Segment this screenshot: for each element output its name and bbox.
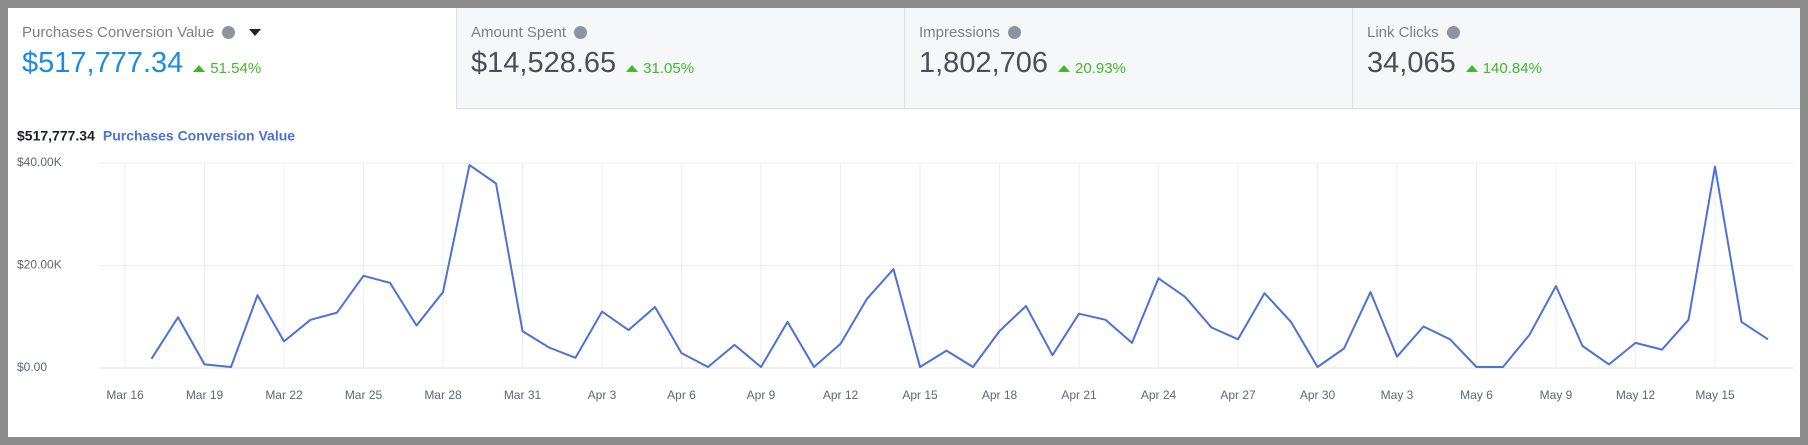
metric-change: 140.84% xyxy=(1465,60,1542,77)
metric-label: Link Clicks xyxy=(1367,24,1439,41)
x-tick-label: Mar 19 xyxy=(186,388,224,402)
insights-panel: $517,777.34 Purchases Conversion Value $… xyxy=(8,8,1800,437)
metric-tab[interactable]: Purchases Conversion Value $517,777.34 51.… xyxy=(8,8,456,109)
metric-label-row: Amount Spent xyxy=(471,24,904,41)
metric-label: Impressions xyxy=(919,24,1000,41)
x-tick-label: May 3 xyxy=(1381,388,1414,402)
metric-row: $517,777.34 51.54% xyxy=(22,47,456,80)
legend-entry: Purchases Conversion Value xyxy=(103,128,295,144)
up-arrow xyxy=(1465,65,1478,72)
metric-change-text: 20.93% xyxy=(1075,60,1126,77)
x-tick-label: Apr 24 xyxy=(1141,388,1177,402)
metric-change: 31.05% xyxy=(626,60,694,77)
metric-tab[interactable]: Amount Spent $14,528.65 31.05% xyxy=(456,8,904,109)
chart: $517,777.34 Purchases Conversion Value $… xyxy=(17,128,1794,402)
x-tick-label: Apr 30 xyxy=(1300,388,1336,402)
info-icon xyxy=(1007,26,1021,39)
metric-tabs: Purchases Conversion Value $517,777.34 51.… xyxy=(8,8,1800,109)
metric-change: 51.54% xyxy=(193,60,261,77)
metric-row: $14,528.65 31.05% xyxy=(471,47,904,80)
info-icon xyxy=(1446,26,1460,39)
metric-tab[interactable]: Link Clicks 34,065 140.84% xyxy=(1352,8,1800,109)
x-tick-label: Apr 15 xyxy=(902,388,938,402)
y-tick-label: $40.00K xyxy=(17,155,62,169)
metric-change: 20.93% xyxy=(1058,60,1126,77)
up-arrow xyxy=(1058,65,1071,72)
metric-change-text: 31.05% xyxy=(643,60,695,77)
metric-row: 34,065 140.84% xyxy=(1367,47,1800,80)
metric-change-text: 140.84% xyxy=(1482,60,1542,77)
info-icon xyxy=(222,26,236,39)
x-tick-label: May 6 xyxy=(1460,388,1493,402)
x-tick-label: Apr 3 xyxy=(588,388,617,402)
x-tick-label: Apr 9 xyxy=(747,388,776,402)
y-tick-label: $0.00 xyxy=(17,360,47,374)
x-tick-label: Mar 28 xyxy=(424,388,462,402)
x-tick-label: Apr 6 xyxy=(667,388,696,402)
dropdown-caret[interactable] xyxy=(249,29,262,36)
info-icon xyxy=(574,26,588,39)
x-tick-label: Apr 18 xyxy=(982,388,1018,402)
legend-total: $517,777.34 xyxy=(17,128,95,144)
metric-label: Purchases Conversion Value xyxy=(22,24,215,41)
metric-label-row: Link Clicks xyxy=(1367,24,1800,41)
metric-label-row: Impressions xyxy=(919,24,1352,41)
metric-label: Amount Spent xyxy=(471,24,567,41)
metric-tab[interactable]: Impressions 1,802,706 20.93% xyxy=(904,8,1352,109)
metric-value: 1,802,706 xyxy=(919,47,1049,79)
y-tick-label: $20.00K xyxy=(17,258,62,272)
metric-value: 34,065 xyxy=(1367,47,1456,79)
metric-value: $14,528.65 xyxy=(471,47,617,79)
x-tick-label: Mar 16 xyxy=(106,388,144,402)
x-tick-label: Apr 12 xyxy=(823,388,859,402)
x-tick-label: Mar 31 xyxy=(504,388,542,402)
x-tick-label: Apr 21 xyxy=(1061,388,1097,402)
x-tick-label: Mar 25 xyxy=(345,388,383,402)
data-line xyxy=(150,164,1769,368)
metric-change-text: 51.54% xyxy=(210,60,262,77)
up-arrow xyxy=(193,65,206,72)
x-tick-label: May 15 xyxy=(1695,388,1735,402)
metric-label-row: Purchases Conversion Value xyxy=(22,24,456,41)
metric-value: $517,777.34 xyxy=(22,47,184,79)
metric-row: 1,802,706 20.93% xyxy=(919,47,1352,80)
x-tick-label: Apr 27 xyxy=(1220,388,1256,402)
x-tick-label: Mar 22 xyxy=(265,388,303,402)
x-tick-label: May 9 xyxy=(1540,388,1573,402)
up-arrow xyxy=(626,65,639,72)
x-tick-label: May 12 xyxy=(1616,388,1656,402)
